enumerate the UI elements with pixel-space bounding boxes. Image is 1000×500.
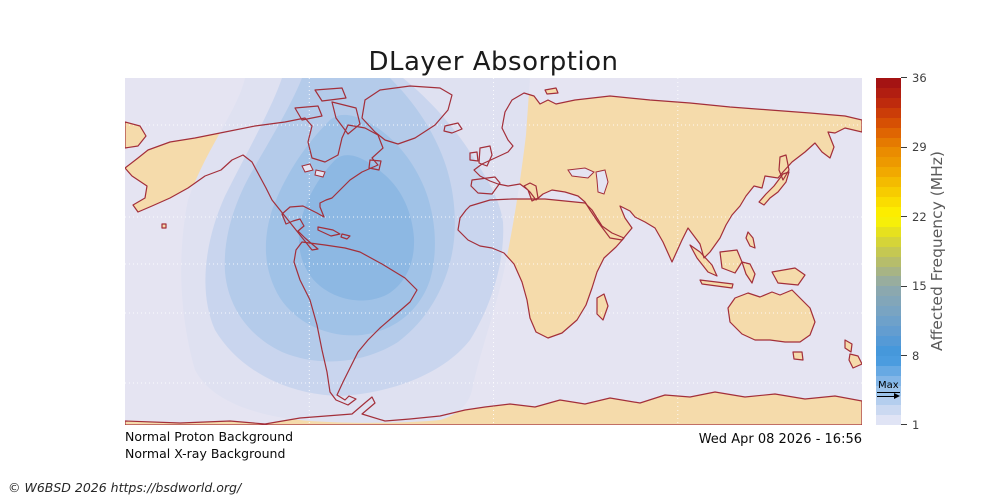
world-map bbox=[125, 78, 862, 425]
colorbar-segment bbox=[876, 78, 901, 88]
colorbar-segment bbox=[876, 87, 901, 98]
colorbar-segment bbox=[876, 335, 901, 346]
colorbar-segment bbox=[876, 226, 901, 237]
max-marker-label: Max bbox=[877, 380, 900, 394]
colorbar-tick-label: 1 bbox=[912, 418, 920, 432]
colorbar-segment bbox=[876, 375, 901, 386]
colorbar-segment bbox=[876, 127, 901, 138]
colorbar-tick-label: 15 bbox=[912, 279, 927, 294]
colorbar-tick-mark bbox=[901, 146, 907, 148]
colorbar bbox=[876, 78, 901, 426]
colorbar-segment bbox=[876, 365, 901, 376]
colorbar-segment bbox=[876, 147, 901, 158]
colorbar-segment bbox=[876, 296, 901, 307]
colorbar-segment bbox=[876, 197, 901, 207]
colorbar-segment bbox=[876, 107, 901, 118]
colorbar-segment bbox=[876, 395, 901, 406]
colorbar-segment bbox=[876, 177, 901, 188]
colorbar-segment bbox=[876, 256, 901, 267]
colorbar-segment bbox=[876, 405, 901, 416]
colorbar-tick-label: 29 bbox=[912, 140, 927, 155]
colorbar-tick-mark bbox=[901, 216, 907, 218]
max-marker-arrow-icon bbox=[877, 392, 900, 399]
colorbar-tick-mark bbox=[901, 424, 907, 426]
colorbar-axis-label: Affected Frequency (MHz) bbox=[928, 151, 946, 352]
page-title: DLayer Absorption bbox=[368, 47, 619, 77]
colorbar-segment bbox=[876, 216, 901, 227]
colorbar-tick-label: 22 bbox=[912, 209, 927, 224]
colorbar-segment bbox=[876, 206, 901, 217]
colorbar-segment bbox=[876, 355, 901, 366]
colorbar-tick-mark bbox=[901, 77, 907, 79]
colorbar-segment bbox=[876, 97, 901, 108]
map-timestamp: Wed Apr 08 2026 - 16:56 bbox=[698, 432, 862, 447]
colorbar-segment bbox=[876, 345, 901, 356]
colorbar-segment bbox=[876, 117, 901, 128]
colorbar-segment bbox=[876, 415, 901, 426]
colorbar-segment bbox=[876, 286, 901, 297]
colorbar-segment bbox=[876, 326, 901, 336]
colorbar-segment bbox=[876, 236, 901, 247]
colorbar-segment bbox=[876, 266, 901, 277]
colorbar-tick-mark bbox=[901, 285, 907, 287]
inland-seas bbox=[301, 163, 609, 195]
colorbar-segment bbox=[876, 316, 901, 327]
colorbar-segment bbox=[876, 246, 901, 257]
colorbar-segment bbox=[876, 157, 901, 168]
copyright-credit: © W6BSD 2026 https://bsdworld.org/ bbox=[8, 480, 242, 495]
xray-background-status: Normal X-ray Background bbox=[125, 446, 286, 461]
colorbar-segment bbox=[876, 137, 901, 148]
colorbar-segment bbox=[876, 187, 901, 198]
colorbar-tick-mark bbox=[901, 354, 907, 356]
colorbar-segment bbox=[876, 385, 901, 396]
colorbar-segment bbox=[876, 276, 901, 287]
colorbar-segment bbox=[876, 306, 901, 317]
colorbar-tick-label: 8 bbox=[912, 348, 920, 363]
graticule bbox=[125, 78, 862, 425]
colorbar-tick-label: 36 bbox=[912, 71, 927, 85]
max-frequency-marker: Max bbox=[877, 373, 901, 399]
colorbar-segment bbox=[876, 167, 901, 178]
proton-background-status: Normal Proton Background bbox=[125, 429, 294, 444]
